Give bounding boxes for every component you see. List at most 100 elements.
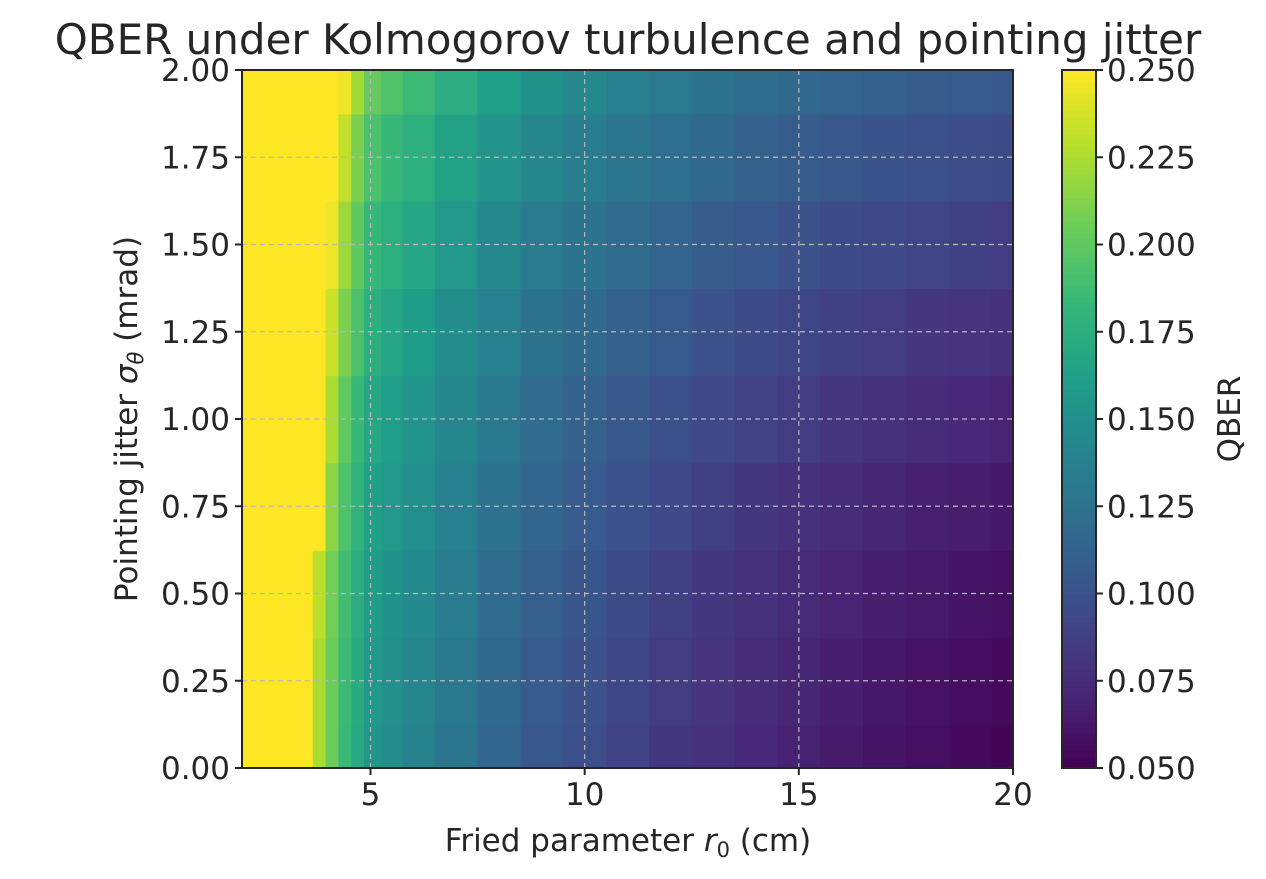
heatmap-cell (312, 288, 327, 377)
colorbar-strip (1062, 576, 1096, 583)
heatmap-cell (606, 70, 650, 115)
colorbar-strip (1062, 133, 1096, 141)
heatmap-cell (274, 113, 297, 202)
heatmap-cell (274, 288, 297, 377)
colorbar-strip (1062, 616, 1096, 624)
y-axis-label-prefix: Pointing jitter (109, 384, 145, 602)
heatmap-cell (351, 288, 365, 377)
heatmap-cell (274, 375, 297, 464)
colorbar-tick-label: 0.250 (1107, 53, 1196, 89)
colorbar-strip (1062, 704, 1096, 711)
y-axis-label-subscript: θ (124, 351, 148, 364)
heatmap-cell (381, 724, 404, 769)
heatmap-cell (351, 462, 365, 551)
colorbar-strip (1062, 378, 1096, 385)
heatmap-cell (312, 549, 327, 638)
colorbar-strip (1062, 238, 1096, 246)
heatmap-cell (242, 70, 254, 115)
colorbar-strip (1062, 320, 1096, 327)
heatmap-cell (364, 462, 382, 551)
colorbar-strip (1062, 692, 1096, 699)
heatmap-cell (691, 724, 736, 769)
x-tick-label: 15 (779, 777, 818, 813)
heatmap-cell (820, 70, 864, 115)
heatmap-cell (648, 70, 693, 115)
heatmap-cell (520, 724, 565, 769)
heatmap-cell (351, 113, 365, 202)
colorbar-strip (1062, 145, 1096, 153)
y-axis-label-symbol: σ (109, 363, 145, 384)
colorbar-strip (1062, 453, 1096, 461)
heatmap-cell (242, 462, 254, 551)
heatmap-cell (905, 70, 950, 115)
y-tick-label: 1.25 (161, 315, 230, 351)
x-axis-label-symbol: r (704, 823, 719, 859)
colorbar-tick-label: 0.075 (1107, 664, 1196, 700)
colorbar-strip (1062, 366, 1096, 374)
colorbar-strip (1062, 628, 1096, 636)
heatmap-cell (863, 70, 907, 115)
heatmap-cell (648, 724, 693, 769)
heatmap-cell (274, 637, 297, 726)
heatmap-cell (948, 724, 993, 769)
heatmap-cell (274, 200, 297, 289)
colorbar-strip (1062, 727, 1096, 734)
colorbar-strip (1062, 389, 1096, 397)
colorbar-strip (1062, 349, 1096, 356)
colorbar-strip (1062, 465, 1096, 473)
colorbar-strip (1062, 634, 1096, 641)
heatmap-cell (351, 724, 365, 769)
heatmap-cell (295, 637, 314, 726)
colorbar-strip (1062, 343, 1096, 350)
colorbar-strip (1062, 674, 1096, 682)
heatmap-cell (274, 549, 297, 638)
heatmap-cell (381, 462, 404, 551)
colorbar-strip (1062, 70, 1096, 77)
colorbar-strip (1062, 267, 1096, 275)
heatmap-cell (691, 70, 736, 115)
colorbar-strip (1062, 448, 1096, 455)
colorbar-strip (1062, 552, 1096, 560)
colorbar-strip (1062, 203, 1096, 211)
colorbar-tick-label: 0.225 (1107, 140, 1196, 176)
heatmap-cell (312, 70, 327, 115)
heatmap-cell (312, 113, 327, 202)
heatmap-cell (274, 462, 297, 551)
colorbar-strip (1062, 296, 1096, 304)
colorbar-strip (1062, 122, 1096, 129)
heatmap-cell (434, 70, 479, 115)
colorbar-strip (1062, 500, 1096, 508)
colorbar-strip (1062, 494, 1096, 502)
colorbar-strip (1062, 546, 1096, 554)
heatmap-cell (364, 288, 382, 377)
colorbar-strip (1062, 599, 1096, 606)
y-tick-label: 1.50 (161, 228, 230, 264)
heatmap-cell (351, 549, 365, 638)
colorbar-strip (1062, 110, 1096, 118)
colorbar-strip (1062, 669, 1096, 676)
y-tick-label: 0.00 (161, 751, 230, 787)
heatmap-cell (434, 724, 479, 769)
colorbar-strip (1062, 506, 1096, 513)
heatmap-cell (606, 724, 650, 769)
colorbar-strip (1062, 738, 1096, 746)
colorbar-strip (1062, 197, 1096, 205)
heatmap-cell (734, 724, 779, 769)
colorbar-strip (1062, 168, 1096, 176)
heatmap-cell (295, 113, 314, 202)
heatmap-cell (991, 724, 1014, 769)
colorbar-strip (1062, 680, 1096, 688)
y-tick-label: 0.25 (161, 664, 230, 700)
y-axis-label-suffix: (mrad) (109, 236, 145, 352)
heatmap-cell (312, 200, 327, 289)
y-tick-label: 0.75 (161, 489, 230, 525)
colorbar-strip (1062, 285, 1096, 292)
heatmap-cell (242, 637, 254, 726)
heatmap-cell (364, 70, 382, 115)
colorbar-strip (1062, 81, 1096, 89)
colorbar-strip (1062, 186, 1096, 193)
colorbar-strip (1062, 256, 1096, 263)
colorbar-strip (1062, 523, 1096, 531)
colorbar-strip (1062, 104, 1096, 112)
colorbar-strip (1062, 482, 1096, 490)
